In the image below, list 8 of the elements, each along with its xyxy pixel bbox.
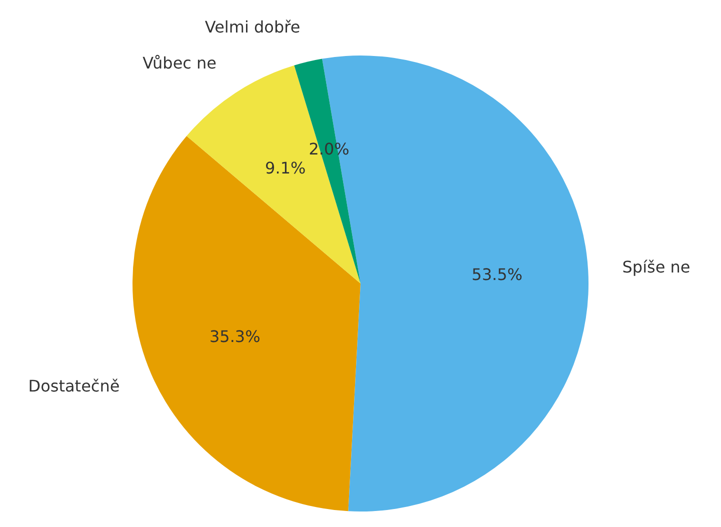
slice-label: Vůbec ne — [142, 54, 217, 73]
data-label: 35.3% — [209, 326, 260, 346]
slice-label: Spíše ne — [622, 258, 690, 277]
slice-label: Velmi dobře — [204, 17, 300, 36]
data-label: 53.5% — [472, 264, 522, 284]
data-label: 9.1% — [265, 158, 306, 178]
slice-label: Dostatečně — [28, 376, 120, 396]
data-label: 2.0% — [308, 140, 350, 159]
